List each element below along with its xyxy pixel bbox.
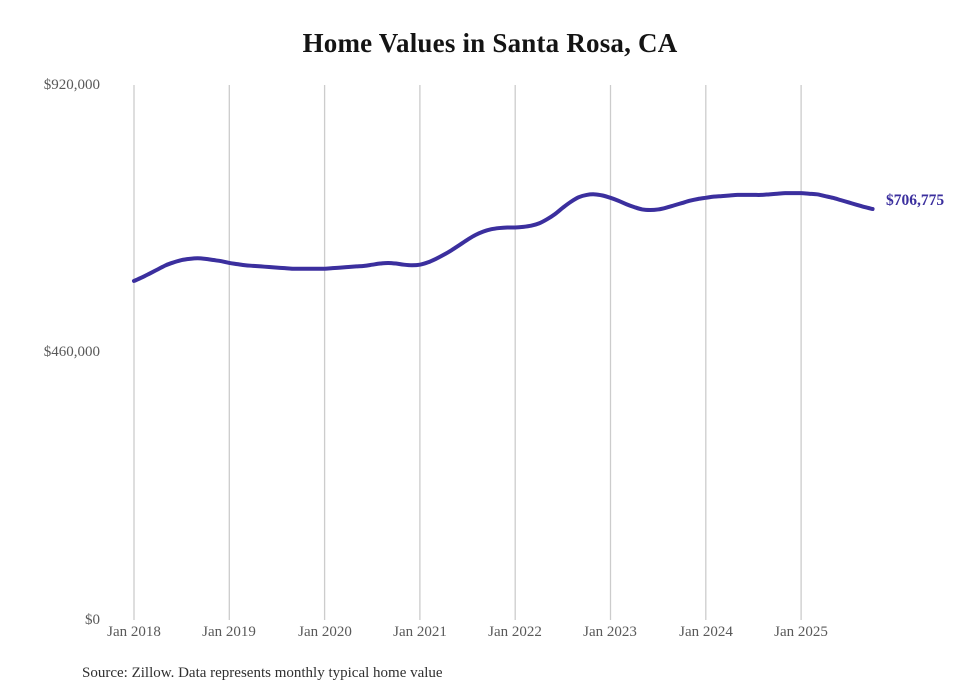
y-axis-tick-top: $920,000 (43, 77, 100, 93)
x-axis-tick-jan-2025: Jan 2025 (774, 624, 828, 640)
chart-title: Home Values in Santa Rosa, CA (302, 28, 678, 58)
x-axis-tick-jan-2023: Jan 2023 (583, 624, 637, 640)
source-note: Source: Zillow. Data represents monthly … (82, 665, 443, 681)
y-axis-tick-middle: $460,000 (43, 344, 100, 360)
x-axis-tick-jan-2021: Jan 2021 (393, 624, 447, 640)
x-axis-tick-jan-2018: Jan 2018 (107, 624, 161, 640)
x-axis-tick-jan-2022: Jan 2022 (488, 624, 542, 640)
end-value-annotation: $706,775 (886, 192, 945, 209)
x-axis-tick-jan-2019: Jan 2019 (202, 624, 256, 640)
x-axis-tick-jan-2024: Jan 2024 (679, 624, 733, 640)
vertical-gridlines (133, 85, 802, 620)
y-axis-tick-bottom: $0 (85, 612, 100, 628)
x-axis-tick-jan-2020: Jan 2020 (298, 624, 352, 640)
home-value-line (132, 191, 875, 283)
